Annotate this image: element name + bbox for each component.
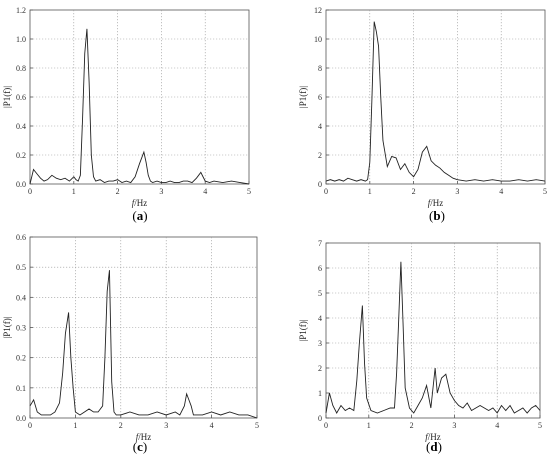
x-tick-label: 2 (412, 187, 416, 196)
panel-label: (a) (132, 208, 147, 223)
x-axis-label-var: f (132, 198, 136, 208)
x-tick-label: 4 (203, 187, 207, 196)
panel-label-letter: a (137, 208, 144, 223)
x-tick-label: 4 (499, 187, 503, 196)
y-tick-label: 6 (318, 264, 322, 273)
x-axis-label: f/Hz (428, 198, 444, 208)
x-axis-label-unit: /Hz (138, 432, 151, 442)
y-tick-label: 0.5 (16, 263, 26, 272)
panel-label-open: ( (132, 208, 136, 223)
y-tick-label: 0.2 (16, 354, 26, 363)
y-tick-label: 0 (318, 180, 322, 189)
y-tick-label: 12 (314, 6, 322, 15)
y-tick-label: 0.4 (16, 293, 26, 302)
x-axis-label-unit: /Hz (428, 432, 441, 442)
y-tick-label: 0.2 (16, 151, 26, 160)
x-axis-label: f/Hz (132, 198, 148, 208)
y-tick-label: 0.6 (16, 93, 26, 102)
panel-label-close: ) (143, 208, 147, 223)
plot-frame (325, 242, 541, 419)
y-tick-label: 0.0 (16, 180, 26, 189)
y-tick-label: 4 (318, 122, 322, 131)
y-tick-label: 3 (318, 339, 322, 348)
panel-label-close: ) (438, 439, 442, 454)
chart-panel-c: 0 1 2 3 4 5 0.0 0.1 0.2 0.3 0.4 0.5 0.6 |P1(f)| f/Hz(c… (2, 233, 259, 454)
panel-label-open: ( (429, 208, 433, 223)
panel-label-letter: c (137, 439, 143, 454)
panel-label-close: ) (441, 208, 445, 223)
y-axis-label: |P1(f)| (298, 86, 308, 108)
y-tick-label: 4 (318, 314, 322, 323)
y-tick-label: 5 (318, 289, 322, 298)
x-axis-label: f/Hz (425, 432, 441, 442)
x-tick-label: 2 (116, 187, 120, 196)
x-axis-label: f/Hz (136, 432, 152, 442)
panel-label: (d) (426, 439, 442, 454)
x-tick-label: 4 (210, 421, 214, 430)
x-tick-label: 3 (159, 187, 163, 196)
y-tick-label: 0.0 (16, 414, 26, 423)
panel-label: (b) (429, 208, 445, 223)
panel-label-open: ( (133, 439, 137, 454)
x-tick-label: 5 (255, 421, 259, 430)
x-tick-label: 5 (543, 187, 547, 196)
y-tick-label: 1.2 (16, 6, 26, 15)
y-tick-label: 2 (318, 364, 322, 373)
x-tick-label: 5 (247, 187, 251, 196)
panel-label-close: ) (143, 439, 147, 454)
x-axis-label-unit: /Hz (430, 198, 443, 208)
x-tick-label: 1 (368, 187, 372, 196)
y-axis-label: |P1(f)| (2, 316, 12, 338)
panel-label-letter: d (430, 439, 438, 454)
y-tick-label: 7 (318, 239, 322, 248)
panel-label-open: ( (426, 439, 430, 454)
x-tick-label: 3 (455, 187, 459, 196)
y-tick-label: 1.0 (16, 35, 26, 44)
y-tick-label: 0.6 (16, 233, 26, 242)
x-tick-label: 2 (410, 421, 414, 430)
y-axis-label: |P1(f)| (2, 86, 12, 108)
x-tick-label: 1 (72, 187, 76, 196)
series-line (325, 261, 541, 414)
x-axis-label-unit: /Hz (134, 198, 147, 208)
x-tick-label: 1 (73, 421, 77, 430)
x-tick-label: 4 (495, 421, 499, 430)
y-tick-label: 0.4 (16, 122, 26, 131)
x-tick-label: 0 (28, 187, 32, 196)
y-axis-label: |P1(f)| (298, 319, 308, 341)
y-tick-label: 0.8 (16, 64, 26, 73)
y-tick-label: 0.3 (16, 324, 26, 333)
x-axis-label-var: f (425, 432, 429, 442)
x-tick-label: 3 (164, 421, 168, 430)
y-tick-label: 2 (318, 151, 322, 160)
y-tick-label: 1 (318, 389, 322, 398)
x-tick-label: 0 (324, 421, 328, 430)
series-line (29, 28, 250, 185)
series-line (29, 270, 258, 419)
x-tick-label: 5 (538, 421, 542, 430)
panel-label: (c) (133, 439, 147, 454)
x-axis-label-var: f (136, 432, 140, 442)
x-tick-label: 0 (28, 421, 32, 430)
y-tick-label: 0.1 (16, 384, 26, 393)
x-tick-label: 1 (367, 421, 371, 430)
series-line (325, 21, 546, 182)
y-tick-label: 6 (318, 93, 322, 102)
y-tick-label: 8 (318, 64, 322, 73)
x-tick-label: 3 (452, 421, 456, 430)
x-tick-label: 2 (119, 421, 123, 430)
x-tick-label: 0 (324, 187, 328, 196)
chart-panel-a: 0 1 2 3 4 5 0.0 0.2 0.4 0.6 0.8 1.0 1.2 |P1(f)| f/Hz(a… (2, 6, 251, 223)
y-tick-label: 10 (314, 35, 322, 44)
panel-label-letter: b (433, 208, 440, 223)
chart-panel-d: 0 1 2 3 4 5 0 1 2 3 4 5 6 7 |P1(f)| f/Hz(d) (298, 239, 542, 454)
x-axis-label-var: f (428, 198, 432, 208)
y-tick-label: 0 (318, 414, 322, 423)
